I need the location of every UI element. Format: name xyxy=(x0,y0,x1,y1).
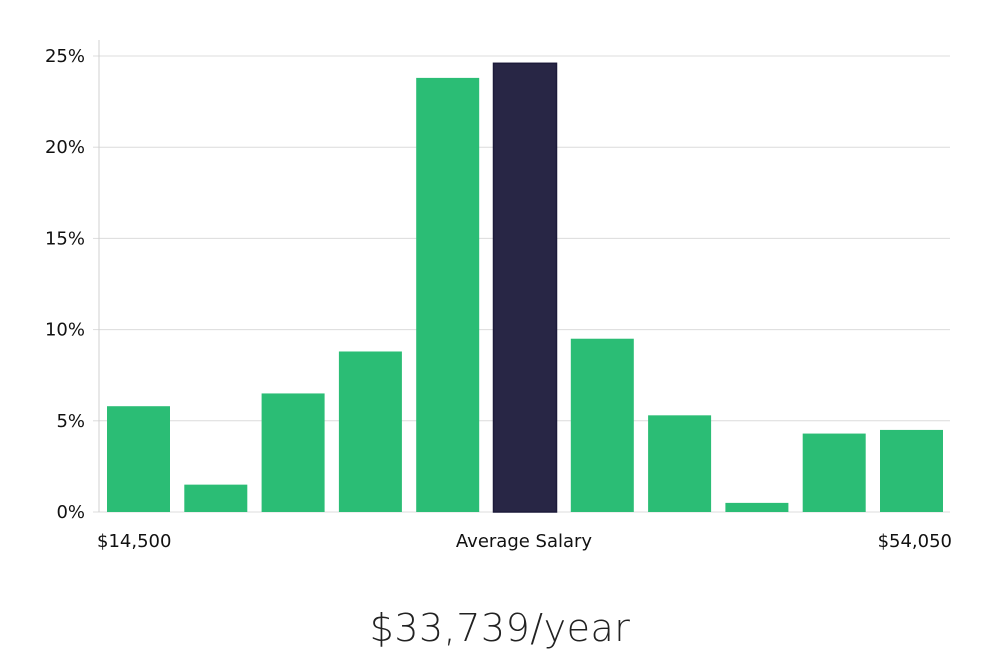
histogram-bar xyxy=(648,415,712,512)
average-salary-headline: $33,739/year xyxy=(369,606,631,650)
histogram-bar-average xyxy=(492,62,558,513)
y-tick-label: 10% xyxy=(45,320,85,341)
histogram-bar xyxy=(416,77,480,512)
salary-histogram-chart: 0%5%10%15%20%25% $14,500 Average Salary … xyxy=(45,40,952,552)
histogram-bar xyxy=(725,502,789,512)
histogram-bar xyxy=(261,393,325,512)
y-tick-label: 20% xyxy=(45,137,85,158)
histogram-bar xyxy=(107,406,170,512)
histogram-bars xyxy=(107,62,943,513)
y-axis-ticks: 0% 5% 10% 15% 20% 25% xyxy=(45,46,85,523)
histogram-bar xyxy=(338,351,402,512)
x-axis-min-label: $14,500 xyxy=(97,531,171,552)
y-tick-label: 5% xyxy=(56,411,85,432)
histogram-bar xyxy=(802,433,866,512)
histogram-bar xyxy=(570,338,634,512)
histogram-bar xyxy=(880,429,943,512)
x-axis-max-label: $54,050 xyxy=(878,531,952,552)
y-tick-label: 25% xyxy=(45,46,85,67)
x-axis-title: Average Salary xyxy=(456,531,593,552)
histogram-bar xyxy=(184,484,248,512)
y-tick-label: 0% xyxy=(56,502,85,523)
y-tick-label: 15% xyxy=(45,228,85,249)
